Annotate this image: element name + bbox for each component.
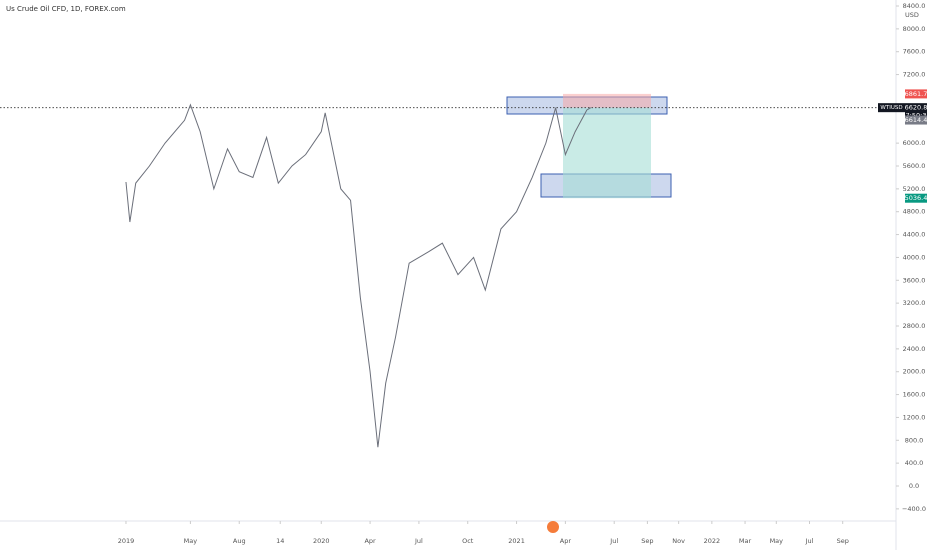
entry-label: 6614.4 <box>905 116 928 124</box>
y-tick-label: 4400.0 <box>903 231 926 239</box>
symbol-badge <box>878 103 905 113</box>
stop-badge <box>905 89 927 99</box>
x-tick-label: 14 <box>276 537 284 545</box>
y-tick-label: 2800.0 <box>903 322 926 330</box>
x-tick-label: 2022 <box>704 537 721 545</box>
y-tick-label: 8400.0 <box>903 2 926 10</box>
target-zone <box>563 107 651 199</box>
x-tick-label: Sep <box>641 537 653 545</box>
x-tick-label: Sep <box>837 537 849 545</box>
x-tick-label: May <box>184 537 198 545</box>
entry-badge <box>905 115 927 125</box>
stop-zone <box>563 93 651 108</box>
y-tick-label: 400.0 <box>905 459 924 467</box>
y-tick-label: 7200.0 <box>903 71 926 79</box>
y-tick-label: 4800.0 <box>903 208 926 216</box>
x-tick-label: Jul <box>805 537 814 545</box>
target-badge <box>905 193 927 203</box>
y-tick-label: 3200.0 <box>903 299 926 307</box>
y-tick-label: 4000.0 <box>903 253 926 261</box>
x-tick-label: Jul <box>609 537 618 545</box>
x-tick-label: Jul <box>414 537 423 545</box>
x-tick-label: Aug <box>233 537 246 545</box>
price-line <box>125 103 592 448</box>
target-label: 5036.4 <box>905 194 928 202</box>
x-tick-label: Nov <box>672 537 685 545</box>
x-tick-label: 2021 <box>508 537 525 545</box>
y-tick-label: 1200.0 <box>903 413 926 421</box>
y-tick-label: 5200.0 <box>903 185 926 193</box>
x-tick-label: Mar <box>739 537 752 545</box>
currency: USD <box>905 11 919 19</box>
x-tick-label: 2020 <box>313 537 330 545</box>
x-tick-label: 2019 <box>118 537 135 545</box>
last-label: 6620.8 <box>905 104 928 112</box>
y-tick-label: 2000.0 <box>903 368 926 376</box>
x-tick-label: Apr <box>560 537 572 545</box>
y-tick-label: 6000.0 <box>903 139 926 147</box>
y-tick-label: 5600.0 <box>903 162 926 170</box>
x-tick-label: May <box>770 537 784 545</box>
y-tick-label: 0.0 <box>909 482 919 490</box>
symbol-label: WTIUSD <box>880 105 902 111</box>
stop-label: 6861.7 <box>905 90 928 98</box>
y-tick-label: 2400.0 <box>903 345 926 353</box>
y-tick-label: 3600.0 <box>903 276 926 284</box>
y-tick-label: 8000.0 <box>903 25 926 33</box>
x-tick-label: Oct <box>462 537 474 545</box>
y-tick-label: 800.0 <box>905 436 924 444</box>
event-icon <box>547 521 559 533</box>
x-tick-label: Apr <box>364 537 376 545</box>
chart-title: Us Crude Oil CFD, 1D, FOREX.com <box>6 5 126 13</box>
y-tick-label: 1600.0 <box>903 391 926 399</box>
y-tick-label: 7600.0 <box>903 48 926 56</box>
y-tick-label: −400.0 <box>902 505 926 513</box>
